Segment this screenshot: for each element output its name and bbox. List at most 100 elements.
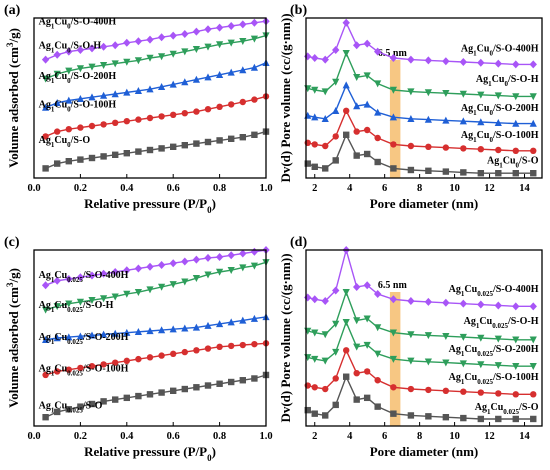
data-point: [204, 138, 212, 146]
data-point: [460, 169, 467, 176]
data-point: [134, 37, 143, 46]
data-point: [146, 262, 154, 271]
x-tick-label: 0.6: [167, 183, 180, 194]
data-point: [407, 385, 415, 393]
data-point: [389, 113, 398, 121]
data-point: [228, 342, 235, 350]
data-point: [88, 331, 96, 339]
data-point: [512, 415, 519, 423]
data-point: [512, 147, 519, 154]
data-point: [181, 78, 189, 86]
data-point: [512, 93, 520, 101]
series-label: Ag1Cu0/S-O-200H: [39, 71, 117, 85]
data-point: [374, 134, 381, 142]
data-point: [123, 150, 130, 157]
data-point: [363, 72, 371, 80]
data-point: [389, 86, 398, 94]
data-point: [204, 106, 212, 113]
data-point: [204, 73, 212, 81]
data-point: [181, 324, 189, 332]
data-point: [374, 80, 382, 88]
series-label: Ag1Cu0.025/S-O-400H: [449, 284, 539, 298]
data-point: [321, 331, 329, 339]
data-point: [193, 384, 200, 391]
data-point: [193, 108, 200, 115]
data-point: [332, 78, 340, 86]
data-point: [494, 301, 502, 310]
data-point: [342, 50, 350, 57]
data-point: [216, 320, 224, 328]
data-point: [389, 295, 398, 304]
data-point: [192, 27, 201, 36]
data-point: [389, 355, 398, 363]
data-point: [321, 297, 329, 306]
data-point: [342, 81, 350, 89]
series-0: [41, 246, 270, 290]
data-point: [363, 100, 371, 108]
data-point: [239, 341, 246, 349]
data-point: [304, 160, 311, 167]
data-point: [123, 88, 131, 96]
data-point: [239, 20, 247, 29]
x-axis-title: Pore diameter (nm): [370, 444, 479, 459]
data-point: [304, 111, 312, 119]
series-label: Ag1Cu0/S-O-H: [39, 40, 102, 54]
data-point: [158, 145, 165, 152]
data-point: [239, 38, 247, 45]
data-point: [192, 255, 201, 264]
data-point: [111, 293, 119, 301]
series-label: Ag1Cu0/S-O-400H: [39, 16, 117, 30]
data-point: [204, 382, 212, 389]
data-point: [425, 167, 432, 174]
data-point: [311, 54, 319, 62]
data-point: [494, 59, 502, 68]
series-label: Ag1Cu0.025/S-O-200H: [449, 344, 539, 358]
data-point: [228, 135, 235, 142]
data-point: [123, 290, 131, 298]
series-0: [304, 18, 537, 69]
data-point: [181, 385, 188, 393]
data-point: [158, 83, 166, 90]
data-point: [146, 35, 154, 44]
data-point: [53, 99, 61, 106]
data-point: [342, 318, 350, 326]
data-point: [88, 400, 96, 408]
data-point: [76, 95, 84, 102]
x-tick-label: 14: [519, 431, 530, 442]
data-point: [239, 98, 246, 106]
data-point: [494, 119, 502, 126]
series-label: Ag1Cu0.025/S-O-100H: [39, 363, 129, 377]
panel-tag: (b): [290, 3, 307, 18]
data-point: [65, 300, 73, 308]
data-point: [304, 293, 312, 302]
x-tick-label: 4: [347, 431, 353, 442]
data-point: [170, 387, 177, 394]
data-point: [42, 75, 50, 83]
data-point: [459, 360, 467, 368]
data-point: [42, 103, 50, 111]
data-point: [332, 375, 339, 382]
series-label: Ag1Cu0/S-O-100H: [461, 130, 539, 144]
data-point: [76, 298, 84, 306]
data-point: [477, 170, 485, 177]
data-point: [146, 85, 154, 93]
series-label: Ag1Cu0.025/S-O-H: [464, 316, 539, 330]
series-label: Ag1Cu0/S-O: [487, 156, 539, 170]
data-point: [343, 131, 350, 138]
data-point: [342, 18, 350, 27]
data-point: [530, 147, 537, 154]
data-point: [65, 406, 72, 413]
series-3: [42, 340, 270, 379]
data-point: [512, 302, 520, 311]
data-point: [477, 91, 485, 99]
data-point: [353, 396, 360, 403]
plot-frame: [305, 249, 543, 427]
data-point: [389, 54, 398, 62]
data-point: [100, 62, 108, 69]
data-point: [77, 124, 84, 131]
data-point: [77, 403, 84, 410]
data-point: [374, 108, 382, 116]
data-point: [88, 271, 96, 280]
data-point: [321, 55, 329, 64]
data-point: [54, 160, 61, 167]
